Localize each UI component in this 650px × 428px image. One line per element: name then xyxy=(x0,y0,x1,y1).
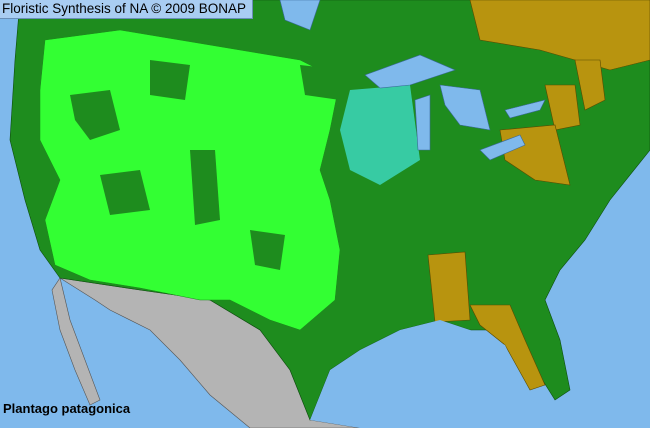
region-florida xyxy=(469,304,546,391)
rare-counties xyxy=(340,85,420,185)
region-new-england xyxy=(544,84,581,131)
map-title: Floristic Synthesis of NA © 2009 BONAP xyxy=(0,0,254,19)
region-maine xyxy=(574,59,606,111)
species-label: Plantago patagonica xyxy=(3,401,131,416)
great-lakes xyxy=(279,0,546,161)
absent-states xyxy=(427,0,650,391)
region-alabama xyxy=(427,251,471,323)
dark-patches xyxy=(70,60,345,270)
gulf-of-mexico xyxy=(310,320,600,428)
